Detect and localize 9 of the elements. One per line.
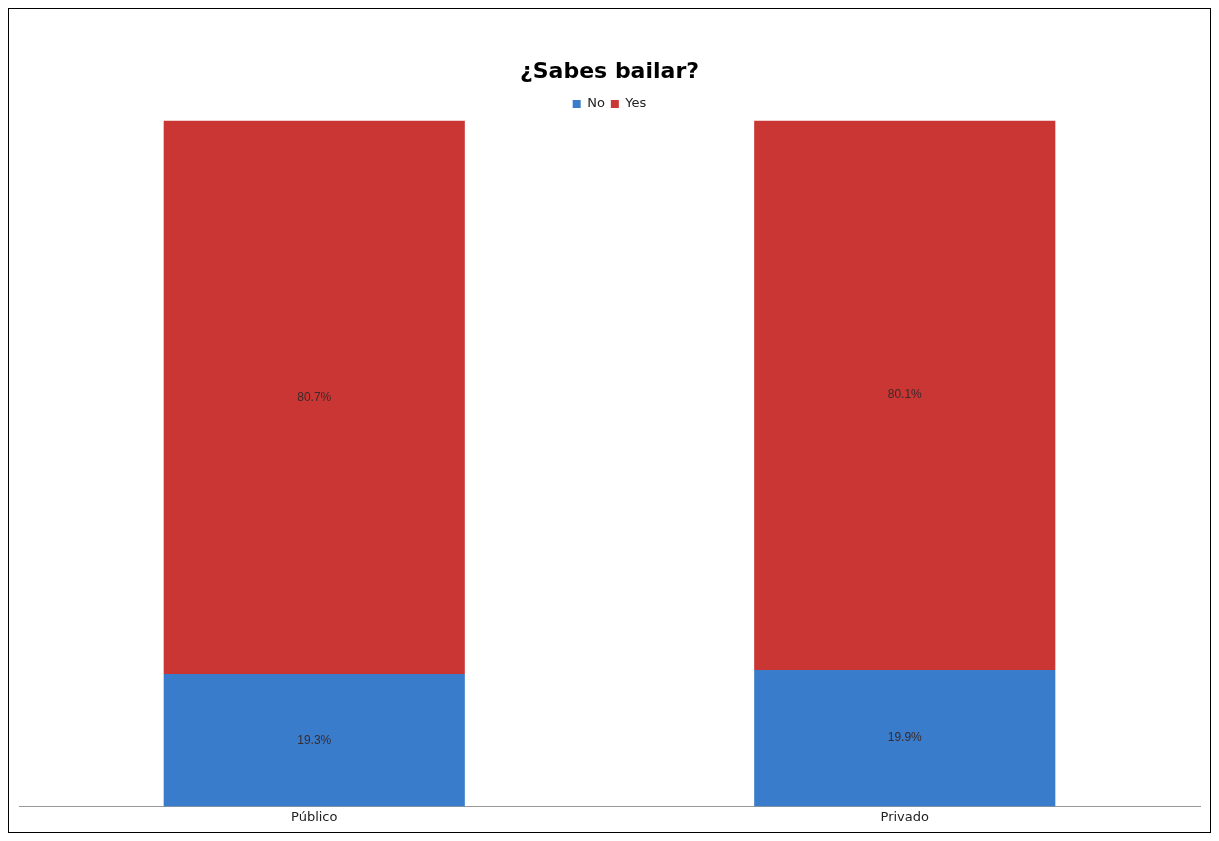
data-label: 19.9% <box>887 730 923 745</box>
data-label: 80.1% <box>887 387 923 402</box>
legend-label: No <box>587 95 605 111</box>
data-label: 19.3% <box>297 732 332 747</box>
x-tick-label: Privado <box>880 808 930 824</box>
chart-title: ¿Sabes bailar? <box>519 57 700 83</box>
legend-label: Yes <box>624 95 647 111</box>
x-tick-label: Público <box>291 808 338 824</box>
data-label: 80.7% <box>297 389 332 404</box>
